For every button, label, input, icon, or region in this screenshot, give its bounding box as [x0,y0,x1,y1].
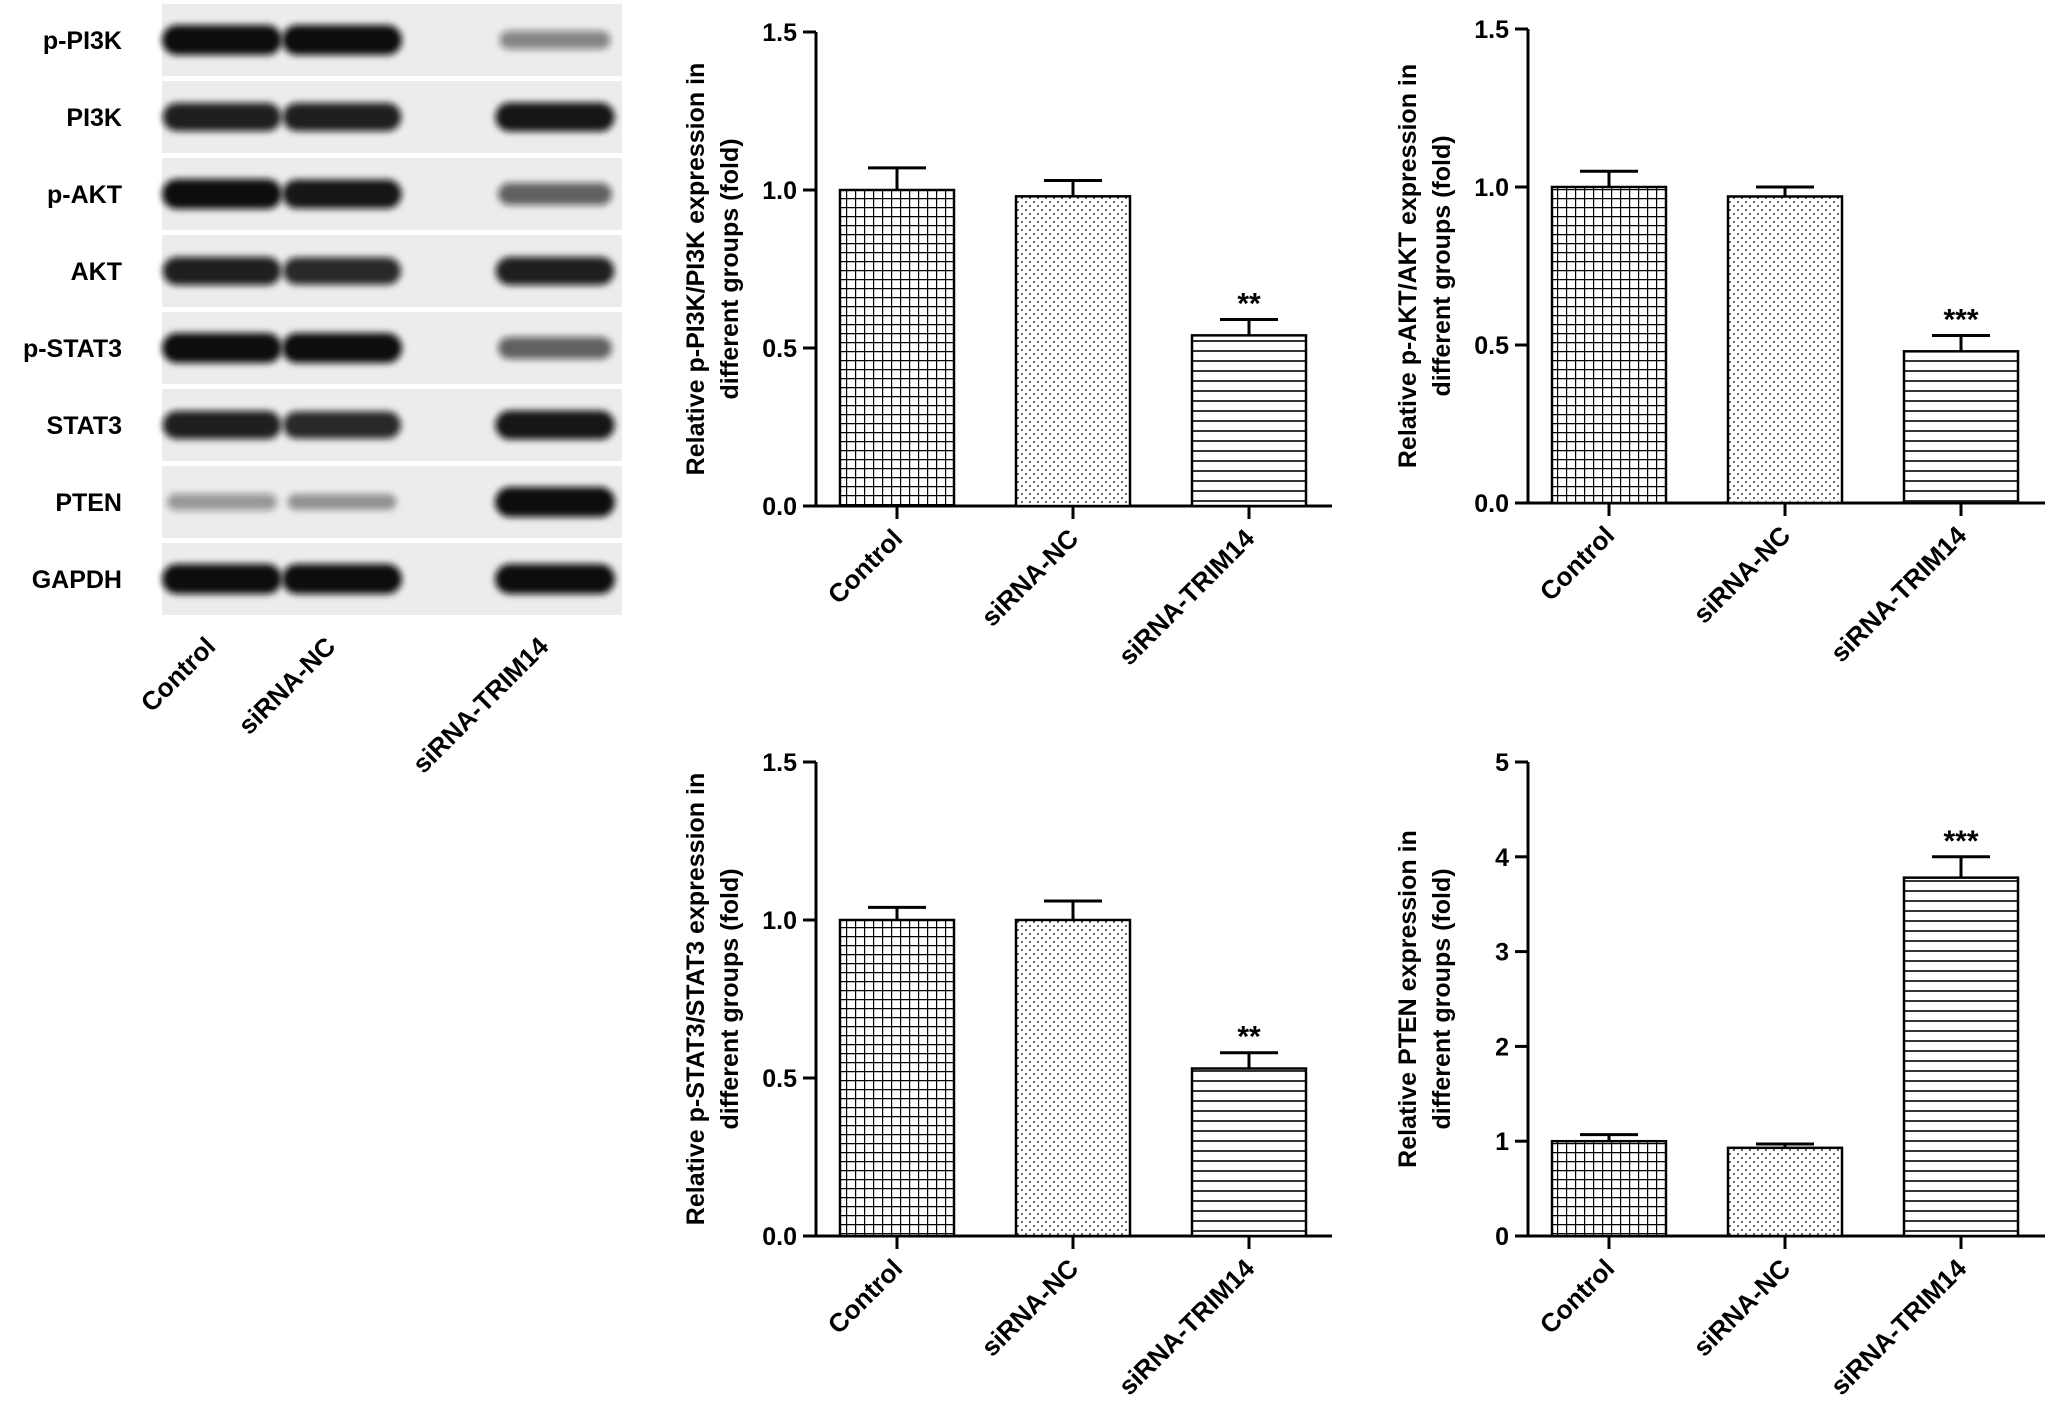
blot-band-pten-sirna-trim14 [495,487,615,517]
blot-band-p-stat3-sirna-trim14 [498,337,612,359]
blot-row-label: PTEN [55,489,122,517]
blot-row-label: p-PI3K [43,27,122,55]
blot-band-p-stat3-control [162,333,282,363]
bar-sirna-trim14 [1902,350,2020,505]
x-tick-label: siRNA-TRIM14 [1112,523,1260,671]
significance-label: ** [1237,1021,1261,1054]
x-tick-label: Control [1534,520,1621,607]
y-axis-label-line-2: different groups (fold) [716,138,744,399]
blot-lane-label: siRNA-NC [232,631,341,740]
x-tick-label: Control [822,1253,909,1340]
blot-row-label: GAPDH [32,566,122,594]
western-blot: p-PI3KPI3Kp-AKTAKTp-STAT3STAT3PTENGAPDH … [23,4,622,779]
bar-control [838,918,956,1238]
x-tick-label: Control [822,523,909,610]
chart-p-akt: 0.0 0.5 1.0 1.5 Control siRNA-NC *** siRNA-TRIM… [1394,16,2045,668]
y-tick-label: 0.5 [1474,332,1509,360]
bar-sirna-nc [1726,1146,1844,1238]
y-tick-label: 0.0 [762,493,797,521]
blot-band-p-pi3k-control [162,25,282,55]
y-axis-label-line-1: Relative p-STAT3/STAT3 expression in [682,773,710,1225]
blot-band-pi3k-control [162,102,282,132]
x-tick-label: siRNA-NC [975,523,1084,632]
significance-label: *** [1943,304,1978,337]
blot-lane-label: siRNA-TRIM14 [406,631,554,779]
blot-lane-label: Control [135,631,222,718]
bar-sirna-nc [1014,918,1132,1238]
y-tick-label: 0 [1495,1223,1509,1251]
x-tick-label: siRNA-TRIM14 [1824,520,1972,668]
y-tick-label: 1 [1495,1128,1509,1156]
chart-p-stat3: 0.0 0.5 1.0 1.5 Control siRNA-NC ** siRNA-TRIM1… [682,749,1332,1401]
bar-control [1550,1139,1668,1238]
blot-band-stat3-sirna-nc [283,411,401,439]
bar-sirna-trim14 [1190,334,1308,508]
bar-sirna-nc [1726,195,1844,505]
x-tick-label: siRNA-NC [975,1253,1084,1362]
blot-row-label: AKT [71,258,122,286]
blot-row-label: PI3K [66,104,122,132]
blot-band-pi3k-sirna-trim14 [495,102,615,132]
blot-band-akt-sirna-trim14 [495,256,615,286]
blot-row-label: p-AKT [47,181,122,209]
y-axis-label-line-2: different groups (fold) [1428,868,1456,1129]
blot-band-p-akt-control [162,179,282,209]
x-tick-label: siRNA-NC [1687,520,1796,629]
significance-label: *** [1943,825,1978,858]
x-tick-label: siRNA-TRIM14 [1824,1253,1972,1401]
y-axis-label-line-2: different groups (fold) [716,868,744,1129]
blot-band-akt-control [162,256,282,286]
blot-band-stat3-sirna-trim14 [495,410,615,440]
y-tick-label: 1.0 [762,907,797,935]
blot-row-label: p-STAT3 [23,335,122,363]
y-tick-label: 0.5 [762,1065,797,1093]
blot-band-pten-sirna-nc [287,494,397,510]
blot-band-gapdh-sirna-nc [282,564,402,594]
y-tick-label: 1.5 [762,19,797,47]
y-tick-label: 1.5 [1474,16,1509,44]
bar-sirna-trim14 [1190,1067,1308,1238]
blot-band-p-pi3k-sirna-trim14 [499,30,611,50]
bar-sirna-trim14 [1902,876,2020,1238]
y-axis-label-line-2: different groups (fold) [1428,135,1456,396]
blot-band-p-pi3k-sirna-nc [282,25,402,55]
y-tick-label: 3 [1495,939,1509,967]
y-tick-label: 1.0 [1474,174,1509,202]
y-axis-label-line-1: Relative p-AKT/AKT expression in [1394,64,1422,468]
y-axis-label-line-1: Relative p-PI3K/PI3K expression in [682,63,710,476]
chart-p-pi3k: 0.0 0.5 1.0 1.5 Control siRNA-NC ** siRNA-TRIM1… [682,19,1332,671]
bar-sirna-nc [1014,195,1132,508]
significance-label: ** [1237,288,1261,321]
x-tick-label: siRNA-TRIM14 [1112,1253,1260,1401]
y-tick-label: 0.0 [762,1223,797,1251]
y-tick-label: 1.5 [762,749,797,777]
y-tick-label: 5 [1495,749,1509,777]
blot-band-stat3-control [162,410,282,440]
blot-band-gapdh-control [162,564,282,594]
blot-band-akt-sirna-nc [283,257,401,285]
chart-pten: 0 1 2 3 4 5 Control siRNA-NC *** siRNA-TRIM14 Rela… [1394,749,2045,1401]
y-tick-label: 0.0 [1474,490,1509,518]
blot-row-label: STAT3 [47,412,122,440]
x-tick-label: siRNA-NC [1687,1253,1796,1362]
blot-band-pi3k-sirna-nc [282,102,402,132]
blot-band-p-akt-sirna-trim14 [498,183,612,205]
y-tick-label: 2 [1495,1033,1509,1061]
y-tick-label: 0.5 [762,335,797,363]
x-tick-label: Control [1534,1253,1621,1340]
y-axis-label-line-1: Relative PTEN expression in [1394,830,1422,1168]
bar-control [1550,185,1668,505]
bar-control [838,188,956,508]
blot-band-pten-control [167,493,277,511]
blot-band-p-akt-sirna-nc [282,179,402,209]
blot-band-p-stat3-sirna-nc [282,333,402,363]
y-tick-label: 1.0 [762,177,797,205]
y-tick-label: 4 [1495,844,1509,872]
blot-band-gapdh-sirna-trim14 [495,564,615,594]
